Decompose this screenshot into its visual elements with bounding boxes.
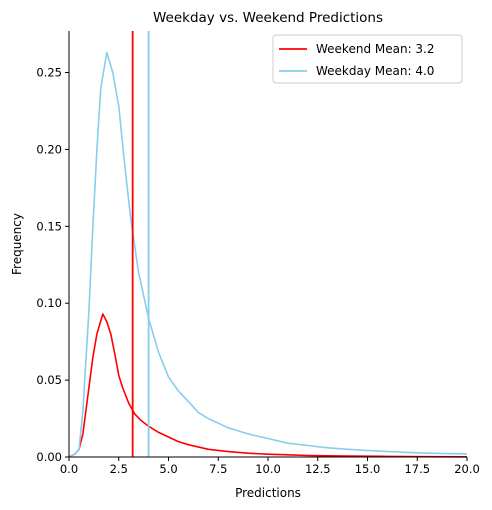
x-tick-label: 12.5: [305, 462, 331, 476]
x-axis-label: Predictions: [235, 486, 301, 500]
y-tick-label: 0.25: [36, 66, 62, 80]
series-line-weekday: [68, 51, 468, 458]
x-tick-label: 0.0: [60, 462, 78, 476]
x-tick-label: 20.0: [454, 462, 480, 476]
x-tick-label: 5.0: [159, 462, 177, 476]
x-axis-ticks: 0.0 2.5 5.0 7.5 10.0 12.5 15.0 17.5 20.0: [60, 457, 480, 476]
x-tick-label: 10.0: [255, 462, 281, 476]
chart-title: Weekday vs. Weekend Predictions: [153, 10, 383, 26]
x-tick-label: 15.0: [355, 462, 381, 476]
y-tick-label: 0.10: [36, 296, 62, 310]
legend-label-weekend: Weekend Mean: 3.2: [316, 42, 435, 56]
y-tick-label: 0.20: [36, 142, 62, 156]
legend-box: [272, 34, 463, 84]
y-axis-label: Frequency: [10, 213, 24, 275]
series-line-weekend: [68, 313, 468, 458]
x-tick-label: 2.5: [110, 462, 128, 476]
legend: Weekend Mean: 3.2 Weekday Mean: 4.0: [272, 34, 463, 84]
y-axis-ticks: 0.00 0.05 0.10 0.15 0.20 0.25: [36, 66, 69, 464]
y-tick-label: 0.15: [36, 219, 62, 233]
legend-label-weekday: Weekday Mean: 4.0: [316, 64, 434, 78]
y-tick-label: 0.00: [36, 450, 62, 464]
y-tick-label: 0.05: [36, 373, 62, 387]
x-tick-label: 7.5: [209, 462, 227, 476]
plot-area: [68, 31, 468, 458]
x-tick-label: 17.5: [404, 462, 430, 476]
